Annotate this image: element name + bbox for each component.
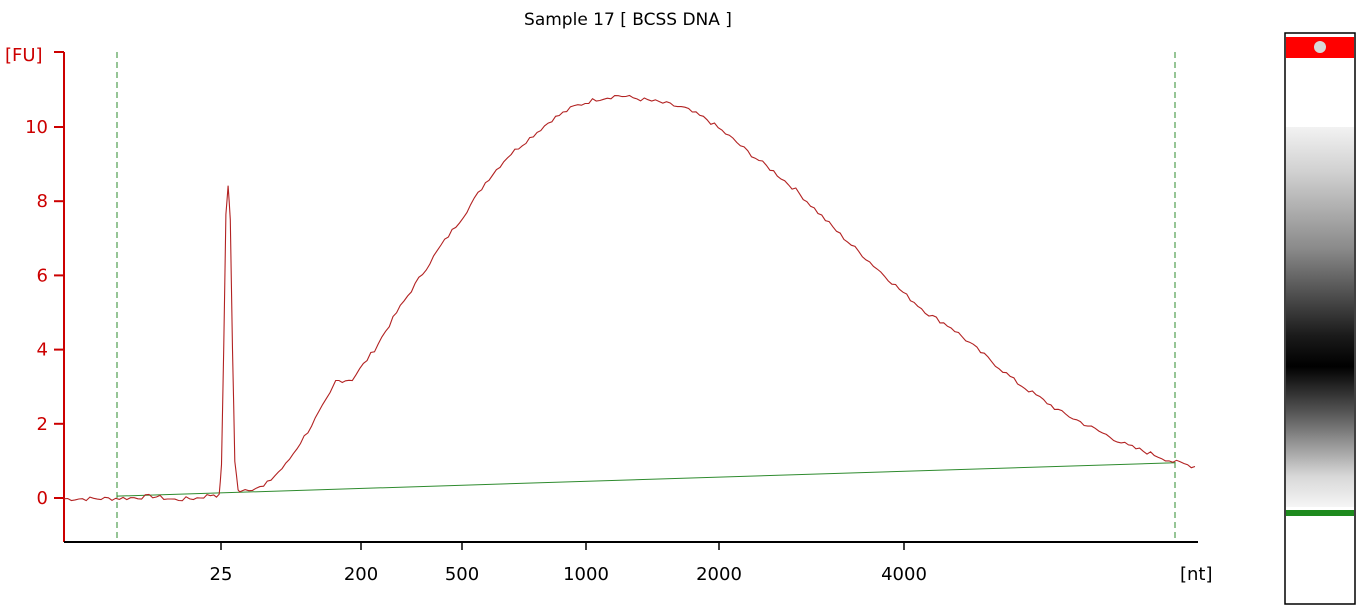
gel-well-icon bbox=[1314, 41, 1326, 53]
x-tick-label: 1000 bbox=[563, 564, 609, 585]
y-tick-label: 4 bbox=[37, 340, 48, 361]
x-axis: 25 200 500 1000 2000 4000 bbox=[64, 541, 1198, 585]
gel-smear bbox=[1286, 127, 1354, 507]
y-tick-label: 2 bbox=[37, 414, 48, 435]
y-tick-label: 0 bbox=[37, 488, 48, 509]
trace bbox=[63, 94, 1196, 502]
range-markers bbox=[116, 52, 1176, 542]
x-tick-label: 25 bbox=[210, 564, 233, 585]
gel-lane bbox=[1284, 32, 1356, 605]
x-tick-label: 500 bbox=[445, 564, 479, 585]
trace-line bbox=[63, 94, 1196, 502]
x-tick-label: 200 bbox=[344, 564, 378, 585]
y-axis: 0 2 4 6 8 10 bbox=[25, 51, 65, 542]
y-tick-label: 6 bbox=[37, 265, 48, 286]
chart-title: Sample 17 [ BCSS DNA ] bbox=[524, 10, 732, 30]
x-tick-label: 4000 bbox=[881, 564, 927, 585]
y-tick-label: 8 bbox=[37, 191, 48, 212]
x-axis-unit-label: [nt] bbox=[1180, 564, 1213, 585]
gel-lower-marker-band bbox=[1286, 510, 1354, 516]
baseline-line bbox=[116, 462, 1176, 497]
y-tick-label: 10 bbox=[25, 117, 48, 138]
x-tick-label: 2000 bbox=[696, 564, 742, 585]
y-axis-label: [FU] bbox=[5, 45, 43, 66]
baseline bbox=[116, 462, 1176, 497]
